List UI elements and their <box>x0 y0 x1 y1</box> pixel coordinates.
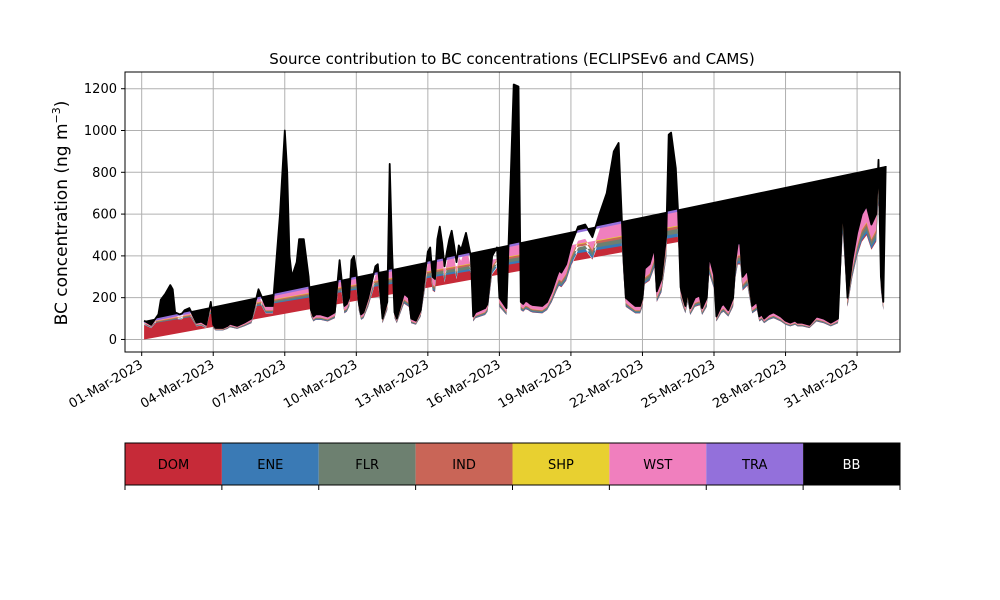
y-tick-label: 800 <box>92 166 117 181</box>
x-tick-label: 28-Mar-2023 <box>710 357 789 411</box>
legend-swatch-ene <box>221 443 319 485</box>
x-tick-label: 19-Mar-2023 <box>496 357 575 411</box>
area-bb <box>144 84 886 328</box>
y-tick-label: 0 <box>109 333 117 348</box>
legend-swatch-ind <box>415 443 513 485</box>
x-tick-label: 25-Mar-2023 <box>639 357 718 411</box>
y-tick-label: 400 <box>92 249 117 264</box>
y-tick-label: 1200 <box>84 82 117 97</box>
plot-frame <box>124 71 901 353</box>
x-tick-label: 22-Mar-2023 <box>567 357 646 411</box>
legend-label-shp: SHP <box>548 458 574 473</box>
chart-title: Source contribution to BC concentrations… <box>269 50 754 68</box>
y-tick-label: 600 <box>92 208 117 223</box>
source-colorbar-legend: DOM ENE FLR IND SHP WST TRA BB <box>124 442 901 490</box>
legend-label-bb: BB <box>843 458 861 473</box>
y-tick-label: 200 <box>92 291 117 306</box>
legend-swatch-shp <box>512 443 610 485</box>
legend-label-tra: TRA <box>741 458 767 473</box>
legend-frame <box>124 442 901 486</box>
x-tick-label: 01-Mar-2023 <box>67 357 146 411</box>
x-tick-label: 16-Mar-2023 <box>424 357 503 411</box>
legend-label-dom: DOM <box>158 458 189 473</box>
legend-swatch-bb <box>803 443 900 485</box>
legend-swatch-dom <box>125 443 222 485</box>
legend-label-wst: WST <box>643 458 672 473</box>
stacked-areas <box>143 83 887 340</box>
x-tick-label: 10-Mar-2023 <box>281 357 360 411</box>
legend-label-ene: ENE <box>257 458 283 473</box>
x-ticks: 01-Mar-202304-Mar-202307-Mar-202310-Mar-… <box>67 352 861 412</box>
y-ticks: 0 200 400 600 800 1000 1200 <box>84 82 125 348</box>
legend-label-flr: FLR <box>355 458 379 473</box>
y-tick-label: 1000 <box>84 124 117 139</box>
x-tick-label: 04-Mar-2023 <box>138 357 217 411</box>
total-line <box>143 83 887 329</box>
legend-swatch-tra <box>706 443 804 485</box>
legend-swatch-wst <box>609 443 707 485</box>
y-axis-label: BC concentration (ng m−3) <box>50 101 72 326</box>
x-tick-label: 07-Mar-2023 <box>210 357 289 411</box>
x-tick-label: 31-Mar-2023 <box>782 357 861 411</box>
legend-swatch-flr <box>318 443 416 485</box>
legend-label-ind: IND <box>452 458 476 473</box>
x-tick-label: 13-Mar-2023 <box>353 357 432 411</box>
